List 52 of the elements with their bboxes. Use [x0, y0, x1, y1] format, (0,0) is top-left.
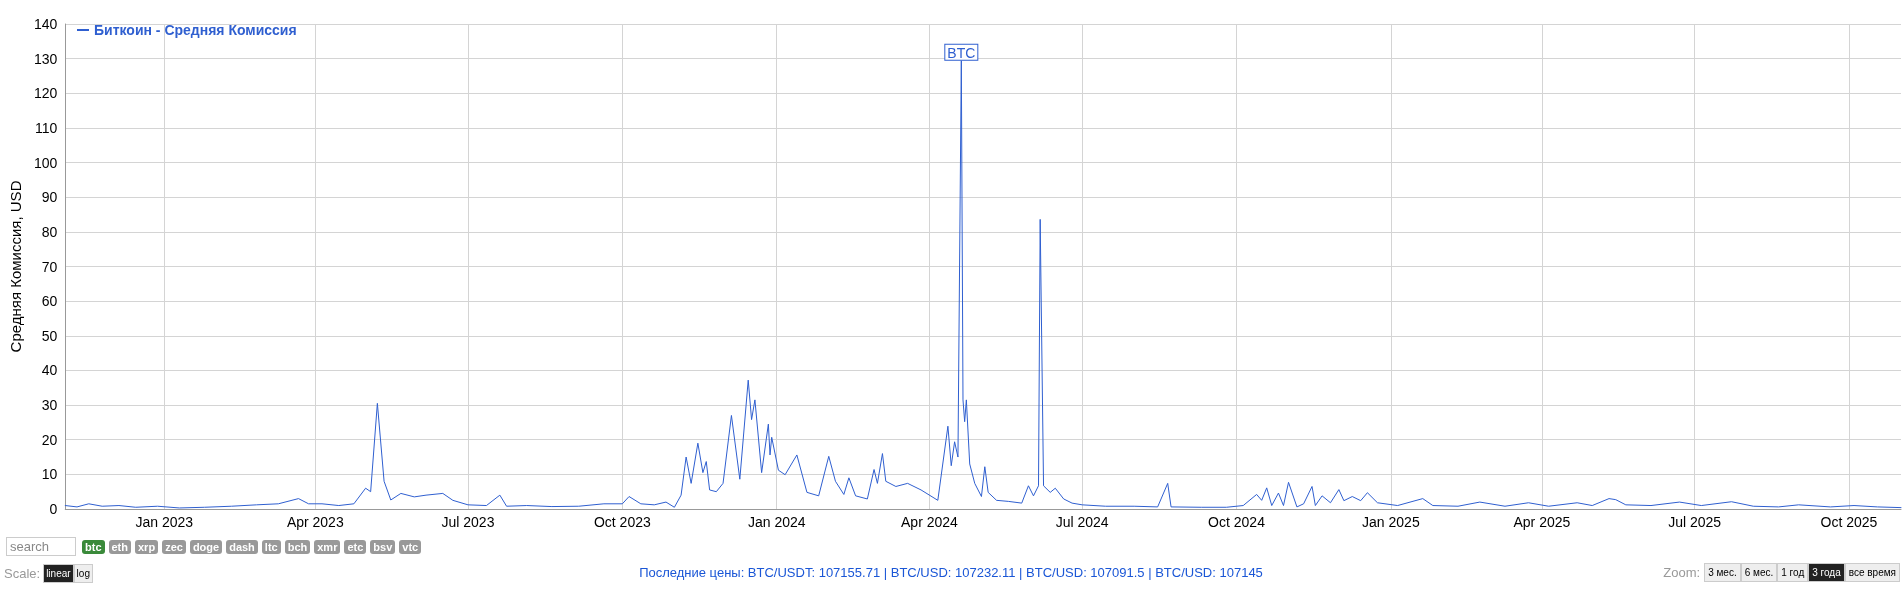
y-tick-label: 20 — [41, 431, 58, 448]
text: Последние цены: BTC/USDT: 107155.71 | BTC/USD: 107232.11 | BTC/USD: 107091.5 | BTC/USD: 107145 — [639, 565, 1263, 580]
y-tick-label: 0 — [49, 501, 58, 517]
x-tick-label: Oct 2025 — [1820, 514, 1878, 530]
zoom-button: 3 года — [1808, 563, 1845, 582]
x-tick-label: Jul 2025 — [1668, 514, 1722, 530]
y-tick-label: 10 — [41, 466, 58, 483]
x-tick-label: Jul 2023 — [441, 514, 495, 530]
search-field: search — [6, 537, 76, 556]
y-tick-label: 110 — [34, 119, 58, 136]
x-tick-label: Apr 2024 — [901, 514, 959, 530]
y-tick-label: 90 — [41, 189, 58, 206]
button: zec — [162, 539, 186, 554]
button: xmr — [314, 539, 341, 554]
button: btc — [82, 539, 105, 554]
x-tick-label: Jan 2024 — [747, 514, 806, 530]
x-tick-label: Oct 2024 — [1208, 514, 1266, 530]
zoom-button: 6 мес. — [1740, 563, 1778, 582]
zoom-button: 1 год — [1777, 563, 1809, 582]
button: eth — [108, 539, 131, 554]
button: dash — [226, 539, 258, 554]
text: Scale: — [4, 566, 41, 581]
zoom-button: все время — [1844, 563, 1900, 582]
scale-button: linear — [43, 564, 74, 583]
legend-label: Биткоин - Средняя Комиссия — [94, 22, 297, 38]
y-tick-label: 100 — [33, 154, 58, 171]
y-tick-label: 50 — [41, 327, 58, 344]
button: etc — [344, 539, 367, 554]
annotation: BTC — [947, 44, 976, 61]
x-tick-label: Apr 2025 — [1513, 514, 1571, 530]
y-axis-title: Средняя Комиссия, USD — [7, 180, 24, 353]
button: vtc — [399, 539, 422, 554]
x-tick-label: Apr 2023 — [286, 514, 344, 530]
x-tick-label: Jul 2024 — [1055, 514, 1109, 530]
button: bsv — [370, 539, 396, 554]
y-tick-label: 130 — [33, 50, 58, 67]
button: doge — [189, 539, 223, 554]
x-tick-label: Jan 2023 — [135, 514, 194, 530]
button: xrp — [135, 539, 159, 554]
y-tick-label: 30 — [41, 397, 58, 414]
y-tick-label: 80 — [41, 223, 58, 240]
zoom-button: 3 мес. — [1704, 563, 1741, 582]
x-tick-label: Oct 2023 — [593, 514, 651, 530]
y-tick-label: 60 — [41, 293, 58, 310]
button: ltc — [261, 539, 281, 554]
text: Zoom: — [1663, 565, 1701, 580]
y-tick-label: 70 — [41, 258, 58, 275]
x-tick-label: Jan 2025 — [1362, 514, 1420, 530]
y-tick-label: 120 — [33, 85, 58, 102]
button: bch — [284, 539, 311, 554]
y-tick-label: 40 — [41, 362, 58, 379]
y-tick-label: 140 — [33, 16, 58, 32]
